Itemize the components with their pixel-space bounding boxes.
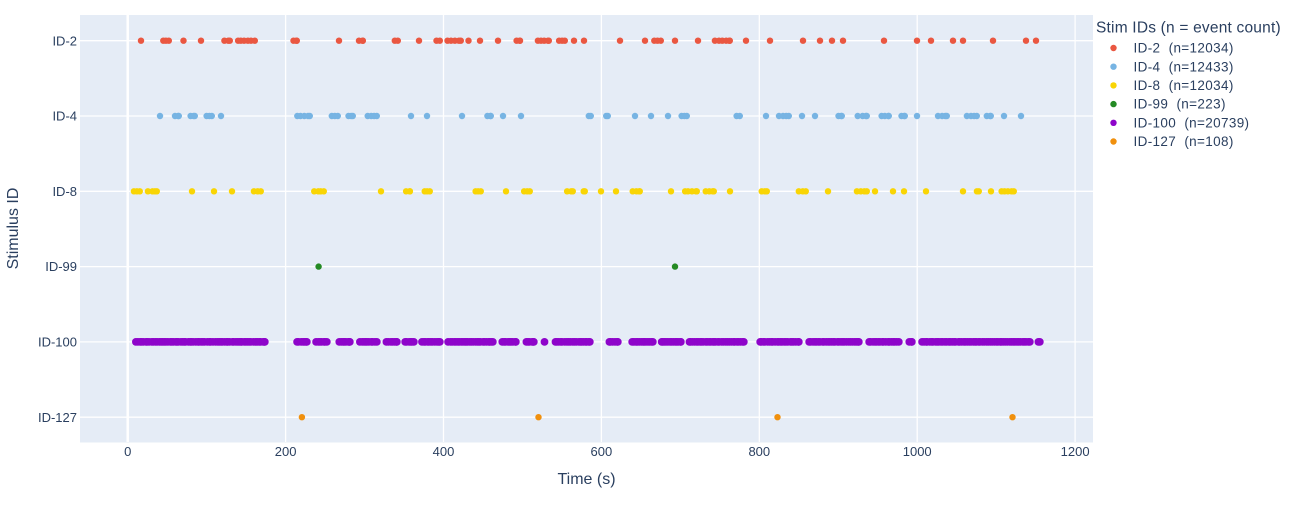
svg-text:ID-8: ID-8	[52, 184, 77, 199]
svg-text:ID-4: ID-4	[52, 109, 77, 124]
svg-text:ID-99 (n=223): ID-99 (n=223)	[1134, 97, 1226, 112]
svg-text:Stim IDs (n = event count): Stim IDs (n = event count)	[1096, 20, 1281, 37]
svg-text:ID-127: ID-127	[38, 410, 77, 425]
svg-text:0: 0	[124, 444, 131, 459]
svg-text:ID-100: ID-100	[38, 335, 77, 350]
svg-text:200: 200	[275, 444, 297, 459]
svg-text:Time (s): Time (s)	[557, 471, 615, 488]
svg-text:ID-2 (n=12034): ID-2 (n=12034)	[1134, 41, 1234, 56]
svg-text:ID-2: ID-2	[52, 33, 77, 48]
svg-text:400: 400	[433, 444, 455, 459]
svg-text:Stimulus ID: Stimulus ID	[5, 188, 22, 270]
svg-text:ID-99: ID-99	[45, 259, 77, 274]
svg-text:ID-100 (n=20739): ID-100 (n=20739)	[1134, 115, 1250, 130]
svg-text:600: 600	[591, 444, 613, 459]
svg-text:ID-127 (n=108): ID-127 (n=108)	[1134, 134, 1234, 149]
svg-text:1000: 1000	[903, 444, 932, 459]
svg-text:1200: 1200	[1061, 444, 1090, 459]
svg-text:ID-4 (n=12433): ID-4 (n=12433)	[1134, 59, 1234, 74]
svg-text:ID-8 (n=12034): ID-8 (n=12034)	[1134, 78, 1234, 93]
svg-text:800: 800	[748, 444, 770, 459]
